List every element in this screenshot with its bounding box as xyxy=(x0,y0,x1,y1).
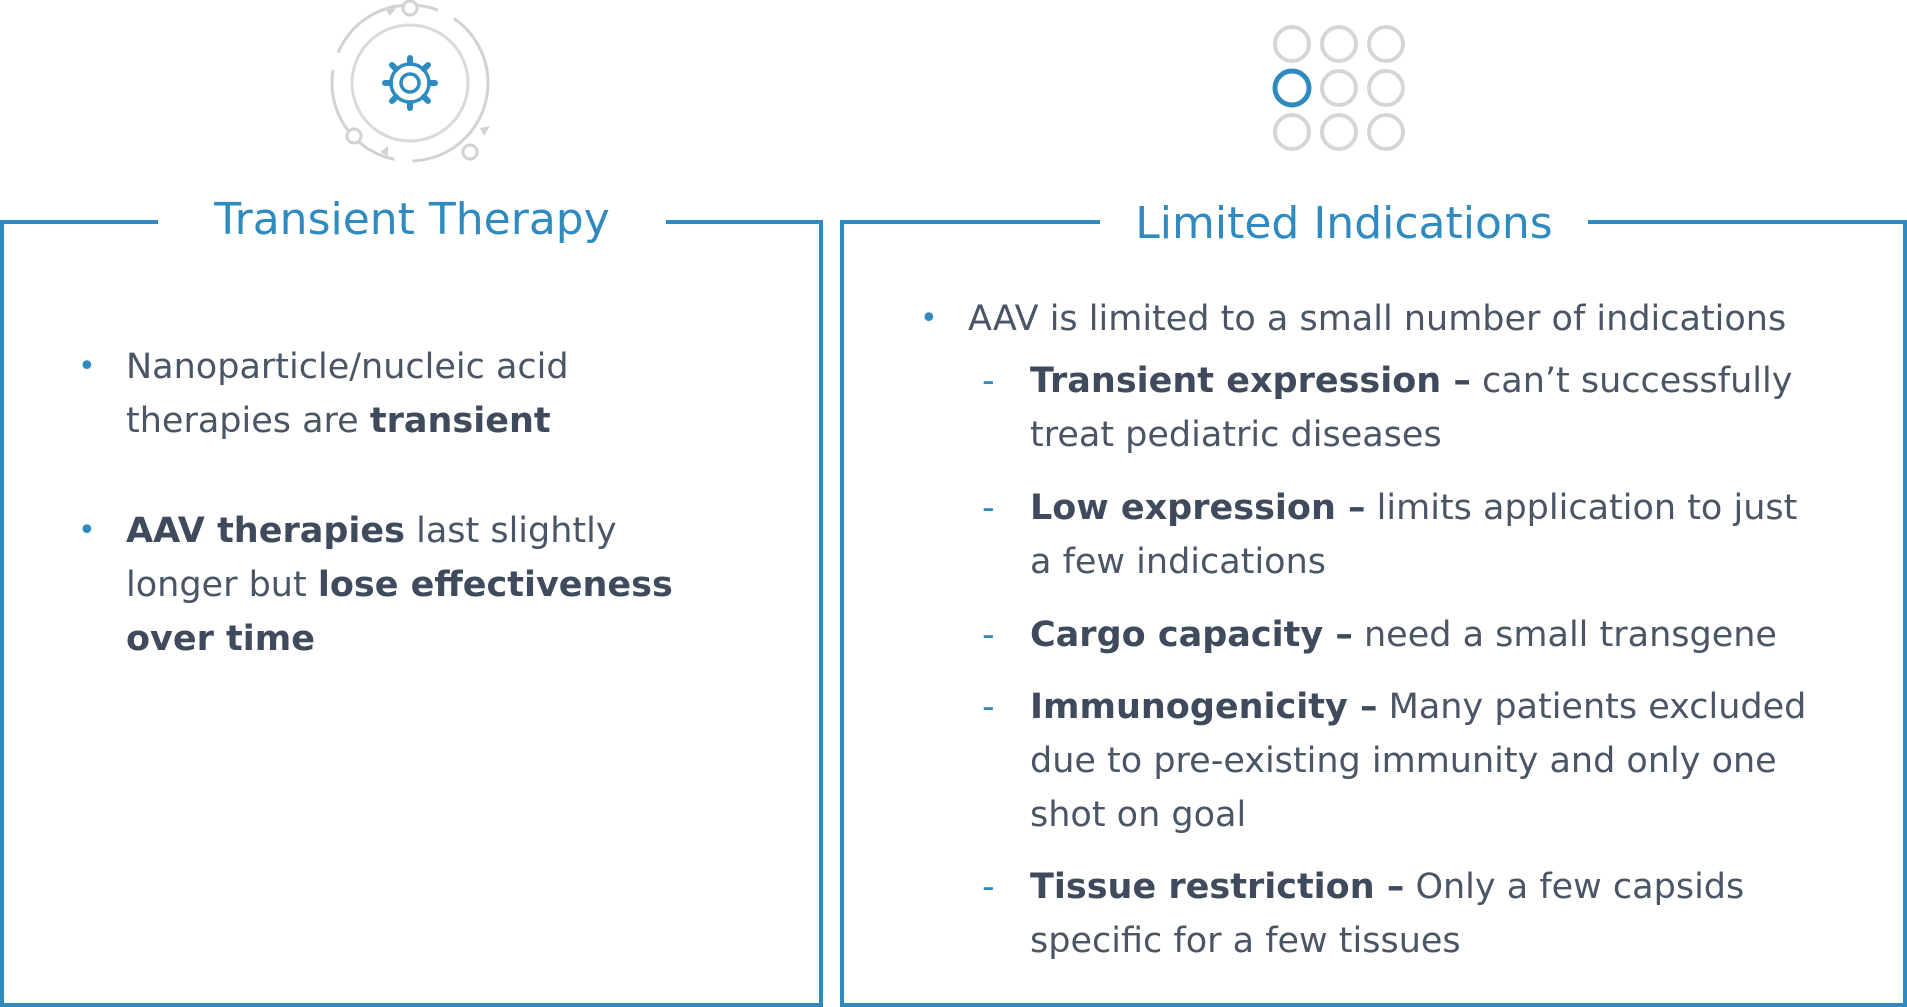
bullet-marker: • xyxy=(78,349,96,384)
gear-cycle-icon xyxy=(330,0,490,165)
sub-item-bold: Transient expression – xyxy=(1030,361,1471,401)
dash-marker: - xyxy=(982,867,995,907)
dash-marker: - xyxy=(982,687,995,727)
panel-top-border xyxy=(0,220,158,224)
sub-item-bold: Low expression – xyxy=(1030,488,1366,528)
sub-item-text: shot on goal xyxy=(1030,795,1247,835)
bullet-marker: • xyxy=(78,513,96,548)
sub-list-item: - Cargo capacity – need a small transgen… xyxy=(982,608,1868,662)
list-item: • AAV therapies last slightly longer but… xyxy=(78,504,726,666)
sub-item-text: limits application to just xyxy=(1365,488,1798,528)
bullet-marker: • xyxy=(920,301,938,336)
sub-item-text: can’t successfully xyxy=(1470,361,1793,401)
sub-item-text: specific for a few tissues xyxy=(1030,921,1461,961)
sub-list-item: - Transient expression – can’t successfu… xyxy=(982,354,1868,462)
sub-list-item: - Tissue restriction – Only a few capsid… xyxy=(982,860,1868,968)
sub-item-bold: Cargo capacity – xyxy=(1030,615,1353,655)
sub-item-text: Many patients excluded xyxy=(1377,687,1807,727)
list-item: • Nanoparticle/nucleic acid therapies ar… xyxy=(78,340,726,448)
dash-marker: - xyxy=(982,615,995,655)
sub-item-bold: Immunogenicity – xyxy=(1030,687,1378,727)
bullet-text: Nanoparticle/nucleic acid xyxy=(126,347,569,387)
panel-title: Transient Therapy xyxy=(214,194,610,245)
panel-top-border xyxy=(666,220,823,224)
sub-list-item: - Immunogenicity – Many patients exclude… xyxy=(982,680,1868,842)
bullet-strong: over time xyxy=(126,619,315,659)
dash-marker: - xyxy=(982,488,995,528)
bullet-text: therapies are xyxy=(126,401,370,441)
panel-title: Limited Indications xyxy=(1135,198,1553,249)
sub-item-text: Only a few capsids xyxy=(1404,867,1745,907)
dot-grid-icon xyxy=(1268,22,1412,162)
list-item: • AAV is limited to a small number of in… xyxy=(920,292,1868,346)
bullet-strong: lose effectiveness xyxy=(317,565,673,605)
bullet-strong: AAV therapies xyxy=(126,511,405,551)
sub-item-text: a few indications xyxy=(1030,542,1326,582)
bullet-text: last slightly xyxy=(404,511,617,551)
left-bullet-list: • Nanoparticle/nucleic acid therapies ar… xyxy=(78,340,726,666)
sub-item-text: due to pre-existing immunity and only on… xyxy=(1030,741,1777,781)
bullet-text: longer but xyxy=(126,565,318,605)
right-bullet-list: • AAV is limited to a small number of in… xyxy=(920,292,1868,968)
transient-therapy-panel xyxy=(0,220,823,1007)
panel-top-border xyxy=(840,220,1100,224)
sub-item-text: treat pediatric diseases xyxy=(1030,415,1442,455)
limited-indications-panel xyxy=(840,220,1907,1007)
sub-item-bold: Tissue restriction – xyxy=(1030,867,1405,907)
sub-list-item: - Low expression – limits application to… xyxy=(982,481,1868,589)
sub-item-text: need a small transgene xyxy=(1352,615,1777,655)
bullet-strong: transient xyxy=(369,401,551,441)
bullet-text: AAV is limited to a small number of indi… xyxy=(968,299,1787,339)
dash-marker: - xyxy=(982,361,995,401)
panel-top-border xyxy=(1588,220,1907,224)
